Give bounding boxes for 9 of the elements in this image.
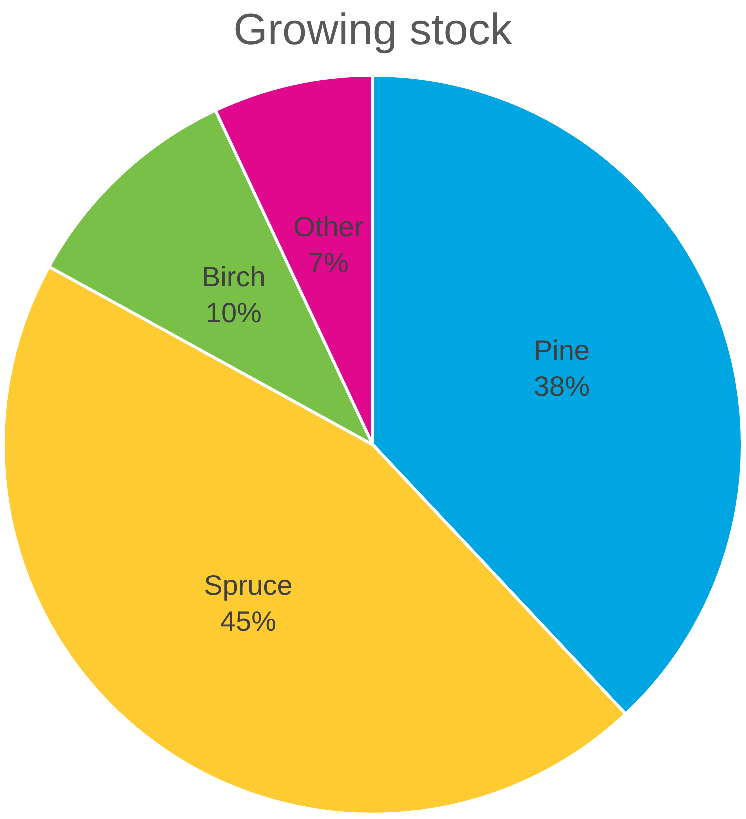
data-label: 45% bbox=[220, 606, 276, 638]
slice-label: Other bbox=[294, 211, 364, 242]
slice-label: Spruce bbox=[204, 570, 293, 602]
data-label: 10% bbox=[206, 297, 262, 328]
slice-label: Pine bbox=[534, 334, 590, 366]
data-label: 7% bbox=[308, 247, 349, 278]
chart-title: Growing stock bbox=[234, 6, 514, 55]
data-label: 38% bbox=[534, 370, 590, 402]
slice-label: Birch bbox=[202, 261, 266, 292]
